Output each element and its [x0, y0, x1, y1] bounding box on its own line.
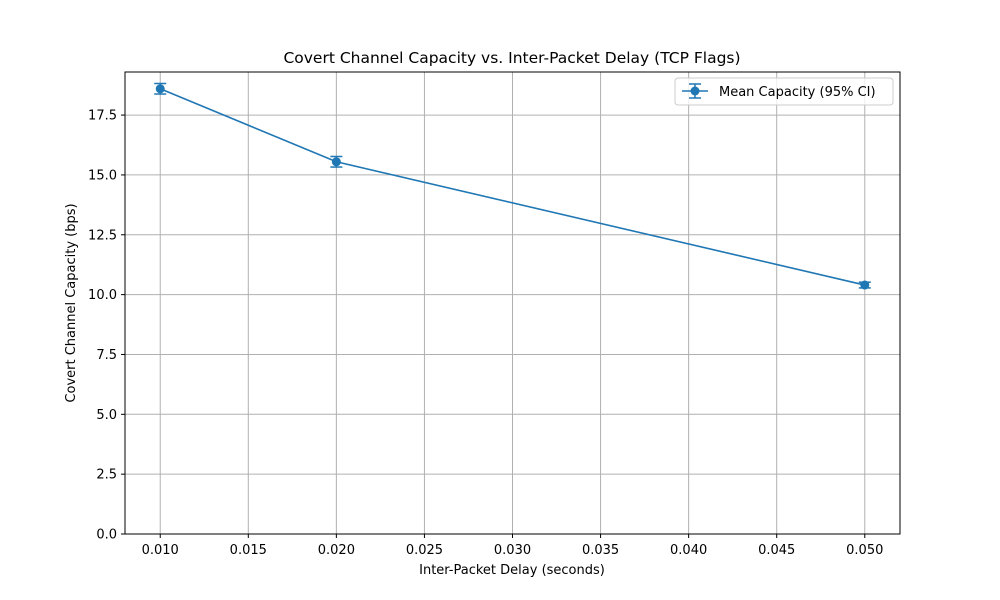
x-axis-label: Inter-Packet Delay (seconds) [419, 563, 605, 578]
y-tick-label: 12.5 [88, 228, 117, 243]
x-tick-label: 0.050 [846, 543, 883, 558]
legend-label: Mean Capacity (95% CI) [719, 85, 876, 100]
legend-point [690, 86, 700, 96]
y-tick-label: 2.5 [96, 468, 117, 483]
data-point [860, 280, 870, 290]
legend-box [674, 77, 894, 106]
x-tick-label: 0.025 [406, 543, 443, 558]
x-tick-label: 0.045 [758, 543, 795, 558]
y-tick-label: 0.0 [96, 528, 117, 543]
x-tick-label: 0.040 [670, 543, 707, 558]
x-tick-label: 0.010 [142, 543, 179, 558]
y-tick-label: 10.0 [88, 288, 117, 303]
y-axis-label: Covert Channel Capacity (bps) [64, 203, 79, 402]
chart-title: Covert Channel Capacity vs. Inter-Packet… [283, 49, 740, 67]
legend-marker [682, 83, 708, 99]
x-tick-label: 0.015 [230, 543, 267, 558]
x-tick-label: 0.035 [582, 543, 619, 558]
axis-ticks: 0.010 0.015 0.020 0.025 0.030 0.035 0.040 0.045… [88, 109, 883, 558]
x-tick-label: 0.030 [494, 543, 531, 558]
series-layer [154, 82, 871, 290]
legend: Mean Capacity (95% CI) [674, 77, 894, 106]
x-tick-label: 0.020 [318, 543, 355, 558]
y-tick-label: 15.0 [88, 168, 117, 183]
y-tick-label: 5.0 [96, 408, 117, 423]
y-tick-label: 7.5 [96, 348, 117, 363]
data-point [155, 84, 165, 94]
grid-lines [125, 72, 900, 535]
y-tick-label: 17.5 [88, 109, 117, 124]
data-point [331, 157, 341, 167]
